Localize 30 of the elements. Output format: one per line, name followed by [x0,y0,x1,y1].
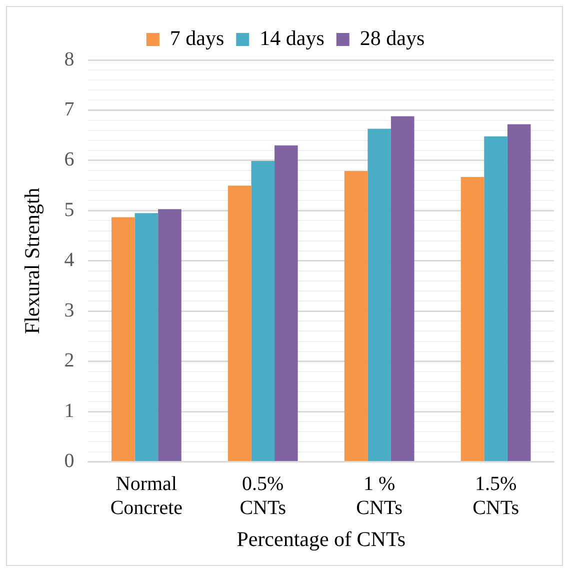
y-tick-label: 6 [64,148,74,171]
bar [251,160,275,462]
bar [390,116,414,462]
y-tick-label: 2 [64,350,74,372]
bar [368,128,391,462]
y-tick-label: 3 [64,299,74,322]
bar [344,171,368,462]
x-tick-label: Normal Concrete [110,473,183,520]
bar [507,124,531,462]
legend-label: 28 days [360,26,425,50]
legend-label: 7 days [170,26,224,50]
bar [111,217,135,462]
x-axis-title: Percentage of CNTs [236,526,406,551]
legend-label: 14 days [260,26,324,50]
y-tick-label: 4 [64,249,74,272]
bar [460,177,484,462]
bar [228,186,252,462]
bar [158,209,182,462]
x-tick-label: 0.5% CNTs [240,473,286,520]
x-tick-label: 1.5% CNTs [472,473,520,520]
bar [484,136,508,462]
y-tick-label: 0 [64,450,74,472]
x-tick-label: 1 % CNTs [356,473,403,520]
y-tick-label: 5 [64,198,74,221]
y-tick-label: 1 [64,400,74,422]
bar [134,213,158,462]
y-tick-label: 7 [64,98,74,120]
bar [274,145,298,462]
y-axis-title: Flexural Strength [20,187,44,334]
y-tick-label: 8 [64,48,74,70]
